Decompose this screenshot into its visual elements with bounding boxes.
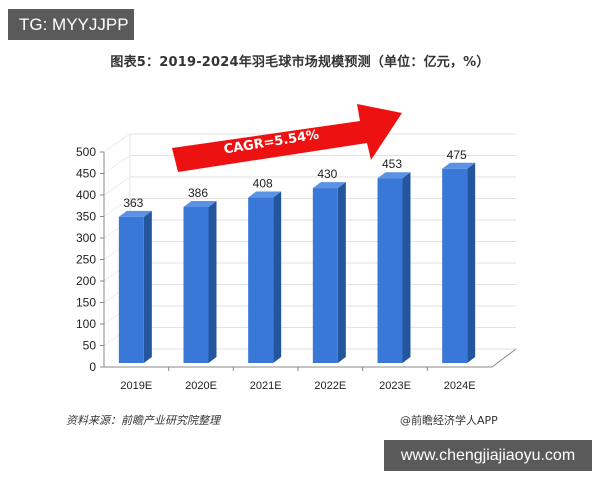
y-tick-label: 250 <box>76 253 96 267</box>
bar-value-label: 430 <box>317 167 337 181</box>
bar-value-label: 408 <box>253 177 273 191</box>
y-tick-label: 0 <box>89 360 96 374</box>
x-category-label: 2024E <box>444 380 476 392</box>
bar-value-label: 475 <box>447 148 467 162</box>
x-category-label: 2019E <box>120 380 152 392</box>
y-tick-label: 150 <box>76 296 96 310</box>
x-category-label: 2022E <box>314 380 346 392</box>
bar: 430 <box>312 167 346 363</box>
bar: 386 <box>183 186 217 363</box>
watermark-badge-url: www.chengjiajiaoyu.com <box>384 440 592 471</box>
bar-value-label: 386 <box>188 186 208 200</box>
y-tick-label: 300 <box>76 231 96 245</box>
chart-title: 图表5：2019-2024年羽毛球市场规模预测（单位：亿元，%） <box>110 55 490 70</box>
y-tick-label: 100 <box>76 317 96 331</box>
x-category-label: 2023E <box>379 380 411 392</box>
bar-value-label: 453 <box>382 157 402 171</box>
bars: 363 386 408 430 453 475 <box>118 148 476 363</box>
y-tick-label: 200 <box>76 274 96 288</box>
data-source-note: 资料来源：前瞻产业研究院整理 <box>66 414 220 427</box>
y-tick-label: 450 <box>76 167 96 181</box>
bar: 408 <box>248 177 282 363</box>
x-category-label: 2020E <box>185 380 217 392</box>
brand-credit: @前瞻经济学人APP <box>400 414 498 427</box>
bar: 475 <box>442 148 476 363</box>
x-category-label: 2021E <box>250 380 282 392</box>
y-tick-label: 50 <box>83 339 97 353</box>
arrow-shape <box>172 104 402 172</box>
y-tick-label: 400 <box>76 188 96 202</box>
cagr-arrow: CAGR=5.54% <box>172 104 402 172</box>
y-tick-label: 500 <box>76 145 96 159</box>
y-tick-label: 350 <box>76 210 96 224</box>
bar: 363 <box>118 196 152 363</box>
bar-value-label: 363 <box>123 196 143 210</box>
bar: 453 <box>377 157 411 363</box>
watermark-badge-top: TG: MYYJJPP <box>8 9 134 40</box>
axes: 0 50 100 150 200 250 300 350 400 450 500 2019E 2020E… <box>76 145 517 392</box>
